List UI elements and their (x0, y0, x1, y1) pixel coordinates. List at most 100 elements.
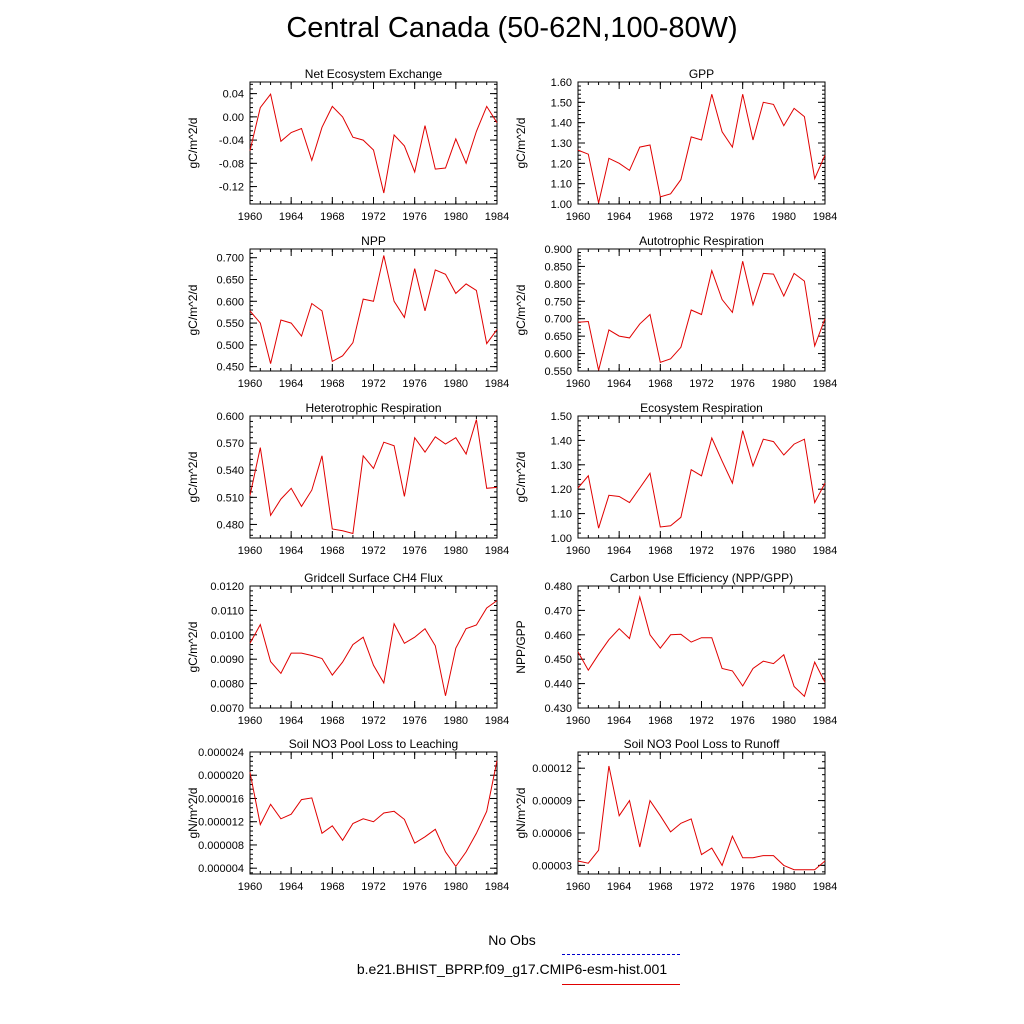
y-tick-label: 0.480 (544, 581, 572, 593)
y-axis-label: gC/m^2/d (514, 118, 528, 169)
x-tick-label: 1984 (813, 715, 837, 727)
data-point (434, 644, 437, 647)
data-point (577, 650, 580, 653)
x-tick-label: 1976 (730, 881, 754, 893)
data-point (618, 814, 621, 817)
data-point (782, 454, 785, 457)
data-point (803, 438, 806, 441)
data-point (659, 814, 662, 817)
data-point (290, 487, 293, 490)
data-point (331, 824, 334, 827)
data-point (403, 316, 406, 319)
data-point (279, 672, 282, 675)
series-line (577, 261, 826, 371)
data-point (351, 532, 354, 535)
series-line (249, 255, 498, 364)
data-point (638, 322, 641, 325)
data-point (669, 192, 672, 195)
data-point (485, 342, 488, 345)
data-point (824, 681, 827, 684)
plot-frame (577, 585, 826, 709)
data-point (772, 103, 775, 106)
data-point (607, 157, 610, 160)
data-point (454, 292, 457, 295)
y-tick-label: 0.600 (216, 296, 244, 308)
data-point (310, 796, 313, 799)
x-tick-label: 1972 (361, 378, 385, 390)
data-point (331, 674, 334, 677)
y-tick-label: 1.50 (551, 97, 572, 109)
y-tick-label: 1.00 (551, 199, 572, 211)
chart-title: Ecosystem Respiration (640, 401, 763, 415)
data-point (423, 627, 426, 630)
chart-panel-2: 1960 1964 1968 1972 1976 1980 1984 1.00 1.10 1.20… (514, 67, 837, 223)
x-tick-label: 1980 (772, 545, 796, 557)
data-point (659, 526, 662, 529)
data-point (782, 653, 785, 656)
data-point (279, 140, 282, 143)
y-tick-label: -0.08 (219, 158, 244, 170)
data-point (700, 138, 703, 141)
x-tick-label: 1980 (772, 881, 796, 893)
data-point (269, 514, 272, 517)
data-point (577, 486, 580, 489)
x-tick-label: 1960 (238, 881, 262, 893)
y-tick-label: 0.510 (216, 492, 244, 504)
y-tick-label: 0.460 (544, 630, 572, 642)
data-point (423, 309, 426, 312)
x-tick-label: 1972 (361, 211, 385, 223)
data-point (679, 822, 682, 825)
y-axis-label: gC/m^2/d (514, 452, 528, 503)
plot-frame (249, 248, 498, 372)
y-tick-label: 1.10 (551, 509, 572, 521)
data-point (393, 810, 396, 813)
data-point (710, 847, 713, 850)
x-tick-label: 1976 (402, 211, 426, 223)
chart-title: Net Ecosystem Exchange (305, 67, 443, 81)
x-tick-label: 1976 (402, 881, 426, 893)
data-point (372, 467, 375, 470)
data-point (413, 842, 416, 845)
data-point (351, 822, 354, 825)
data-point (351, 643, 354, 646)
data-point (813, 501, 816, 504)
data-point (300, 335, 303, 338)
y-tick-label: 1.10 (551, 179, 572, 191)
data-point (249, 149, 252, 152)
x-tick-label: 1980 (444, 378, 468, 390)
y-tick-label: 0.0110 (211, 605, 244, 617)
x-tick-label: 1960 (566, 881, 590, 893)
data-point (372, 300, 375, 303)
data-point (259, 106, 262, 109)
data-point (793, 107, 796, 110)
chart-panel-4: 1960 1964 1968 1972 1976 1980 1984 0.550 0.600 0.… (514, 234, 837, 390)
y-tick-label: 0.450 (544, 654, 572, 666)
y-tick-label: 0.650 (216, 275, 244, 287)
data-point (485, 105, 488, 108)
series-line (577, 94, 826, 204)
data-point (465, 282, 468, 285)
data-point (649, 633, 652, 636)
x-tick-label: 1968 (320, 715, 344, 727)
x-tick-label: 1984 (485, 211, 509, 223)
data-point (351, 341, 354, 344)
data-point (638, 146, 641, 149)
plot-frame (577, 81, 826, 205)
chart-title: Soil NO3 Pool Loss to Runoff (624, 737, 781, 751)
data-point (618, 162, 621, 165)
x-tick-label: 1960 (238, 545, 262, 557)
data-point (372, 820, 375, 823)
data-point (321, 309, 324, 312)
chart-title: Carbon Use Efficiency (NPP/GPP) (610, 571, 793, 585)
y-axis-label: NPP/GPP (514, 620, 528, 673)
data-point (793, 443, 796, 446)
data-point (649, 144, 652, 147)
data-point (731, 669, 734, 672)
x-tick-label: 1960 (238, 211, 262, 223)
y-tick-label: 1.30 (551, 138, 572, 150)
data-point (731, 482, 734, 485)
data-point (772, 662, 775, 665)
data-point (700, 636, 703, 639)
data-point (618, 335, 621, 338)
data-point (607, 765, 610, 768)
